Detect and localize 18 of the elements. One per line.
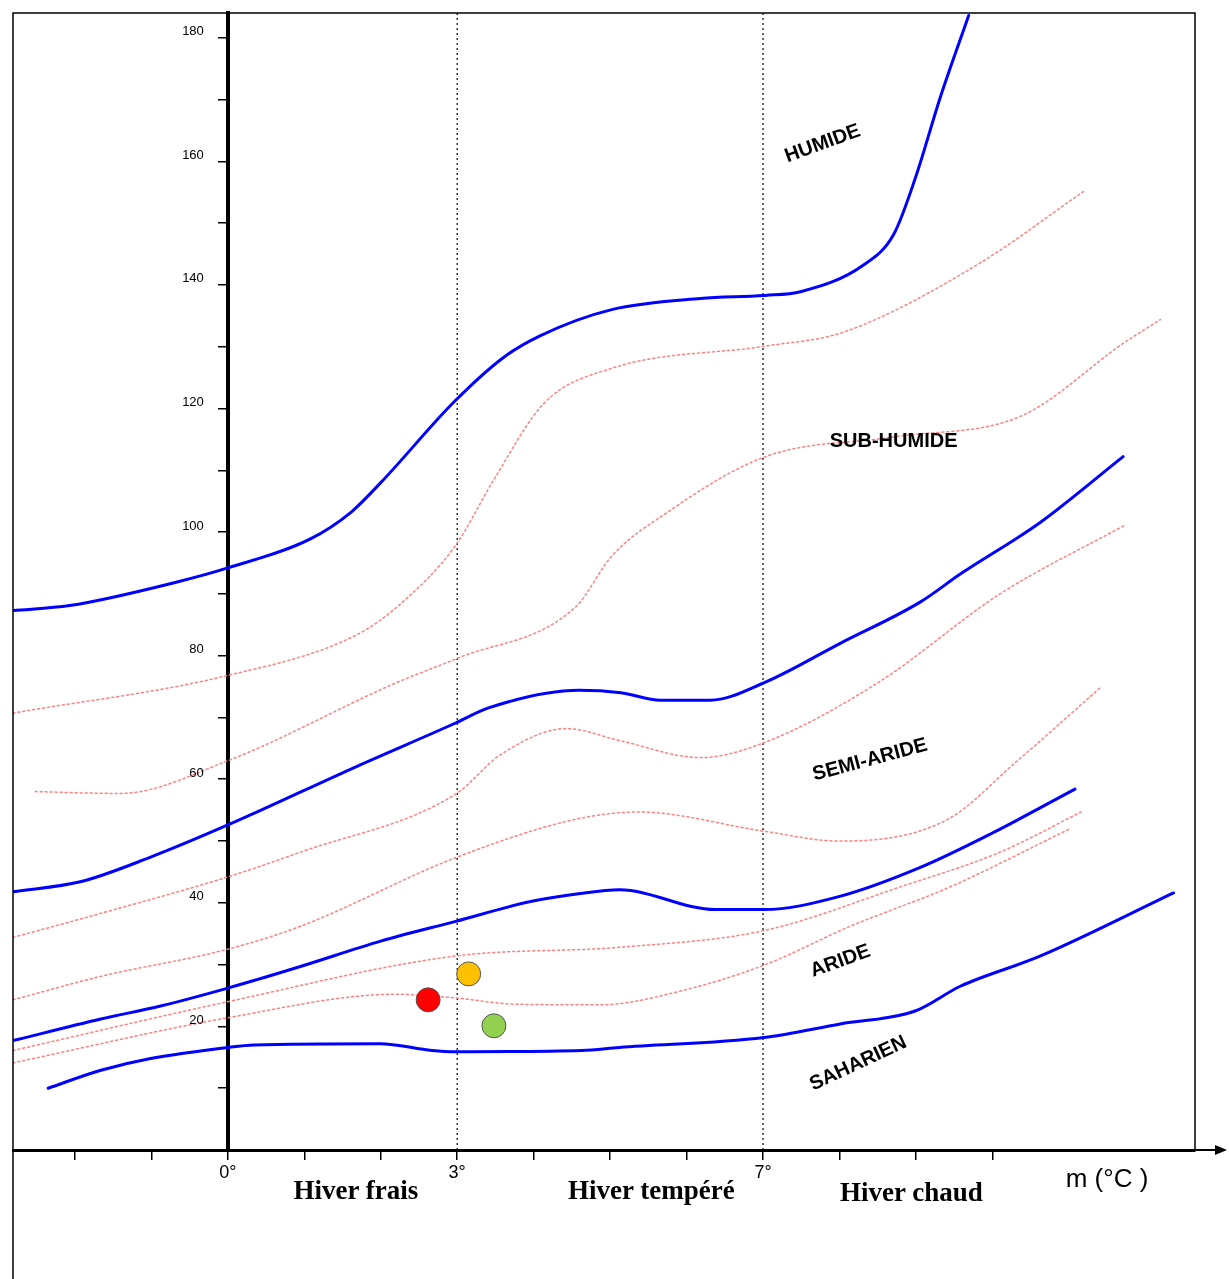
x-tick-label: 7°	[754, 1161, 772, 1182]
annotation: SUB-HUMIDE	[829, 429, 958, 452]
y-tick-label: 160	[182, 146, 204, 162]
text: Hiver chaud	[839, 1177, 983, 1208]
y-tick-label: 80	[189, 641, 204, 657]
y-tick-label: 20	[189, 1011, 204, 1027]
x-axis-title: m (°C )	[1065, 1163, 1149, 1194]
y-tick-label: 140	[182, 270, 204, 286]
x-tick-label: 0°	[219, 1161, 237, 1182]
annotation: ARIDE	[806, 938, 873, 981]
y-tick-label: 60	[189, 764, 204, 780]
y-tick-label: 40	[189, 888, 204, 904]
y-tick-label: 120	[182, 394, 204, 410]
text: Hiver frais	[293, 1175, 419, 1206]
y-tick-label: 180	[182, 23, 204, 39]
x-tick-label: 3°	[448, 1161, 466, 1182]
text: Hiver tempéré	[567, 1175, 735, 1206]
y-tick-label: 100	[182, 517, 204, 533]
